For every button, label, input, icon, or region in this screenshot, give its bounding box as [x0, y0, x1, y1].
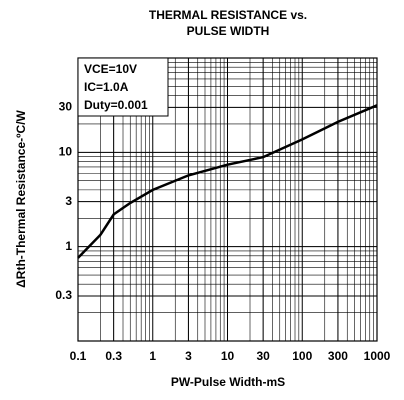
chart-title: PULSE WIDTH	[187, 24, 270, 38]
annotation: IC=1.0A	[84, 80, 129, 94]
x-tick-label: 10	[221, 349, 235, 363]
chart-title: THERMAL RESISTANCE vs.	[149, 8, 307, 22]
y-tick-label: 10	[59, 145, 73, 159]
line	[77, 104, 378, 259]
y-tick-label: 0.3	[55, 288, 72, 302]
x-tick-label: 0.1	[70, 349, 87, 363]
x-tick-label: 300	[328, 349, 348, 363]
annotation-box	[77, 57, 169, 117]
x-tick-label: 100	[292, 349, 312, 363]
x-axis-label: PW-Pulse Width-mS	[171, 375, 285, 389]
x-tick-label: 30	[256, 349, 270, 363]
x-tick-label: 0.3	[105, 349, 122, 363]
x-tick-label: 3	[185, 349, 192, 363]
y-tick-label: 1	[65, 239, 72, 253]
annotation: Duty=0.001	[84, 98, 148, 112]
y-axis-label: ΔRth-Thermal Resistance-ºC/W	[14, 109, 28, 287]
annotation: VCE=10V	[84, 62, 137, 76]
y-tick-label: 3	[65, 194, 72, 208]
plot-frame	[77, 57, 378, 342]
x-tick-label: 1000	[364, 349, 391, 363]
x-tick-label: 1	[149, 349, 156, 363]
y-tick-label: 30	[59, 99, 73, 113]
